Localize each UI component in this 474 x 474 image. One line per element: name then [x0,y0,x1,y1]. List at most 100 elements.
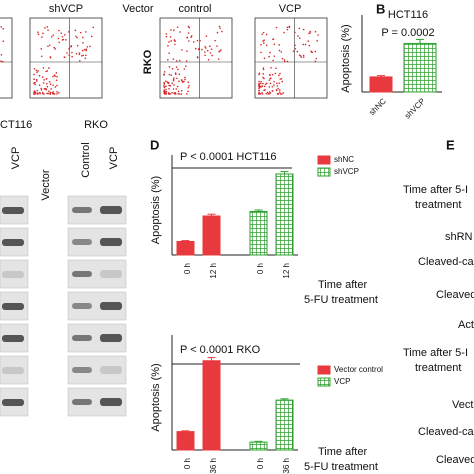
flow-cell-line: RKO [142,49,154,74]
flow-dot [273,43,276,45]
flow-dot [0,60,2,62]
flow-dot [187,86,190,89]
flow-dot [262,68,265,71]
blot-label: Vector [40,169,52,201]
flow-dot [271,73,274,76]
flow-dot [266,91,269,94]
flow-dot [268,55,270,58]
flow-dot [84,57,87,60]
bar [369,76,393,93]
panel-e-label: Time after 5-I [403,347,468,359]
flow-dot [183,68,186,70]
flow-dot [53,74,56,76]
flow-dot [85,54,87,57]
flow-dot [68,54,71,57]
flow-label: control [178,3,211,15]
flow-dot [275,26,278,29]
flow-dot [38,84,41,87]
flow-dot [58,92,60,94]
flow-dot [259,93,262,95]
panel-e-label: Cleaved-caspase [418,256,474,268]
flow-dot [52,84,54,86]
flow-dot [41,76,44,78]
flow-dot [298,27,301,30]
flow-dot [204,54,206,57]
blot-band [2,271,24,278]
flow-dot [0,54,3,56]
flow-dot [258,87,260,90]
flow-dot [49,93,51,95]
flow-dot [86,46,89,48]
flow-dot [68,31,70,33]
error-bar [280,398,289,401]
flow-dot [75,35,77,38]
flow-dot [277,87,279,90]
error-bar [280,171,289,174]
flow-dot [41,91,44,94]
flow-dot [199,39,201,42]
annotation: P = 0.0002 [381,27,434,39]
flow-dot [177,92,179,95]
flow-dot [89,45,91,48]
flow-dot [283,31,285,34]
flow-dot [260,51,262,54]
legend-swatch [317,377,331,387]
flow-dot [292,50,295,52]
blot-label: CT116 [0,119,32,131]
flow-dot [48,90,50,92]
flow-dot [84,31,87,33]
flow-dot [172,88,175,90]
x-note: 5-FU treatment [304,461,378,473]
flow-dot [48,44,51,47]
flow-label: Vector [122,3,154,15]
flow-dot [34,91,37,94]
flow-dot [56,91,58,93]
flow-dot [43,88,46,90]
flow-dot [258,92,260,95]
flow-dot [42,82,45,84]
flow-dot [79,31,82,34]
flow-plot [29,17,103,99]
flow-dot [165,35,168,38]
flow-dot [81,55,83,57]
flow-dot [174,92,176,95]
flow-label: shVCP [49,3,83,15]
flow-dot [55,79,58,82]
flow-dot [45,70,47,73]
flow-dot [221,30,223,33]
flow-dot [192,41,195,43]
flow-dot [170,74,173,77]
flow-dot [309,30,312,33]
flow-dot [85,48,88,50]
flow-dot [281,57,284,60]
flow-dot [180,93,183,95]
flow-dot [83,48,86,51]
flow-dot [172,78,175,81]
flow-dot [187,32,190,34]
flow-dot [185,60,188,62]
flow-dot [166,81,169,83]
blot-band [100,206,122,214]
bar [176,241,195,256]
flow-dot [208,45,211,47]
annotation: P < 0.0001 HCT116 [180,151,277,163]
flow-dot [62,38,65,41]
flow-dot [201,48,203,51]
blot-band [72,335,92,341]
flow-dot [40,89,43,91]
legend-label: Vector control [334,365,383,374]
flow-dot [178,73,181,76]
flow-dot [42,92,44,95]
flow-dot [168,52,170,54]
flow-dot [0,26,3,28]
flow-dot [49,81,51,83]
panel-e-label: Acti [458,319,474,331]
flow-dot [46,85,49,88]
panel-e-label: treatment [415,362,461,374]
blot-band [72,303,92,309]
flow-dot [178,93,181,95]
flow-dot [307,40,310,42]
flow-dot [48,67,50,69]
flow-dot [45,83,48,85]
flow-dot [271,85,274,88]
